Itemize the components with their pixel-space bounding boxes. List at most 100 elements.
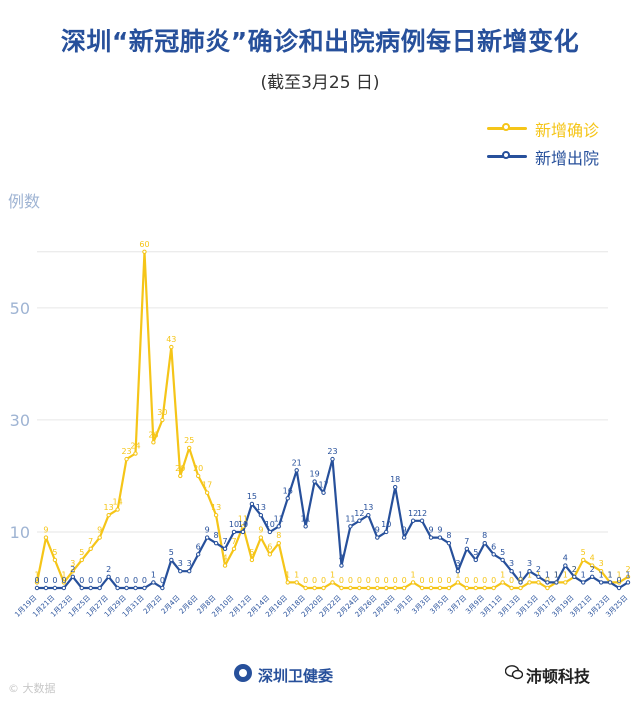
data-label: 8 — [276, 531, 281, 540]
data-label: 7 — [231, 537, 236, 546]
data-label: 26 — [148, 430, 158, 439]
y-tick-label: 30 — [10, 411, 30, 430]
data-point — [401, 585, 407, 591]
data-label: 0 — [357, 576, 362, 585]
data-label: 9 — [43, 526, 48, 535]
data-point — [294, 468, 299, 473]
data-point — [401, 535, 407, 540]
data-label: 1 — [285, 570, 290, 579]
source-label: 深圳卫健委 — [258, 667, 334, 685]
data-point — [124, 456, 129, 462]
data-point — [437, 585, 443, 591]
data-label: 1 — [581, 570, 586, 579]
data-label: 2 — [590, 565, 595, 574]
data-point — [61, 580, 67, 585]
data-point — [348, 524, 353, 529]
data-label: 1 — [294, 570, 299, 579]
data-label: 13 — [104, 503, 114, 512]
data-point — [312, 585, 317, 591]
data-label: 1 — [599, 570, 604, 579]
y-tick-label: 50 — [10, 299, 30, 318]
data-point — [536, 580, 541, 585]
data-label: 10 — [238, 520, 248, 529]
data-label: 7 — [88, 537, 93, 546]
data-label: 1 — [554, 570, 559, 579]
data-point — [375, 535, 380, 540]
y-tick-label: 10 — [10, 523, 30, 542]
data-point — [115, 507, 120, 512]
data-point — [124, 585, 129, 591]
data-label: 1 — [554, 570, 559, 579]
data-point — [106, 512, 111, 518]
data-point — [410, 580, 416, 585]
data-point — [276, 540, 281, 546]
data-point — [500, 557, 505, 563]
data-point — [151, 440, 156, 445]
data-point — [276, 524, 281, 529]
data-label: 0 — [133, 576, 138, 585]
data-point — [464, 585, 470, 591]
data-label: 3 — [187, 559, 192, 568]
x-tick-label: 3月5日 — [428, 594, 450, 616]
data-point — [294, 580, 299, 585]
data-label: 11 — [345, 514, 355, 523]
legend-marker-confirmed — [502, 123, 510, 131]
data-point — [509, 585, 514, 591]
data-label: 4 — [222, 554, 227, 563]
data-label: 17 — [202, 481, 212, 490]
data-point — [589, 563, 595, 568]
data-point — [88, 546, 93, 551]
data-point — [213, 540, 219, 546]
data-label: 19 — [309, 470, 319, 479]
data-point — [392, 484, 398, 490]
data-point — [625, 574, 631, 579]
data-label: 2 — [572, 565, 577, 574]
data-point — [330, 456, 335, 462]
data-label: 1 — [411, 570, 416, 579]
data-label: 0 — [160, 576, 165, 585]
data-label: 0 — [97, 576, 102, 585]
data-label: 10 — [265, 520, 275, 529]
data-label: 2 — [70, 565, 75, 574]
data-label: 3 — [70, 559, 75, 568]
data-point — [545, 580, 550, 585]
data-label: 9 — [375, 526, 380, 535]
data-point — [79, 585, 84, 591]
data-label: 0 — [464, 576, 469, 585]
data-point — [482, 540, 487, 546]
data-label: 0 — [384, 576, 389, 585]
data-label: 0 — [446, 576, 451, 585]
data-label: 0 — [339, 576, 344, 585]
data-label: 3 — [599, 559, 604, 568]
data-point — [195, 473, 201, 479]
data-point — [598, 580, 604, 585]
legend-item-confirmed: 新增确诊 — [487, 117, 622, 140]
data-label: 6 — [267, 542, 272, 551]
data-label: 0 — [482, 576, 487, 585]
x-tick-label: 2月2日 — [142, 594, 164, 616]
data-point — [142, 585, 147, 591]
data-label: 0 — [366, 576, 371, 585]
data-point — [581, 557, 586, 563]
data-label: 5 — [52, 548, 57, 557]
data-point — [330, 580, 335, 585]
data-point — [384, 585, 389, 591]
data-label: 15 — [247, 492, 257, 501]
data-point — [61, 585, 67, 591]
data-point — [455, 580, 461, 585]
data-point — [616, 585, 622, 591]
data-point — [303, 585, 308, 591]
data-point — [133, 585, 138, 591]
data-point — [410, 518, 416, 523]
legend-marker-discharged — [502, 151, 510, 159]
data-label: 12 — [354, 509, 364, 518]
data-point — [518, 580, 523, 585]
data-label: 8 — [214, 531, 219, 540]
data-point — [428, 535, 434, 540]
data-point — [70, 568, 76, 574]
data-point — [527, 568, 532, 574]
data-point — [598, 568, 604, 574]
data-label: 0 — [312, 576, 317, 585]
data-point — [240, 529, 246, 535]
data-point — [473, 557, 478, 563]
